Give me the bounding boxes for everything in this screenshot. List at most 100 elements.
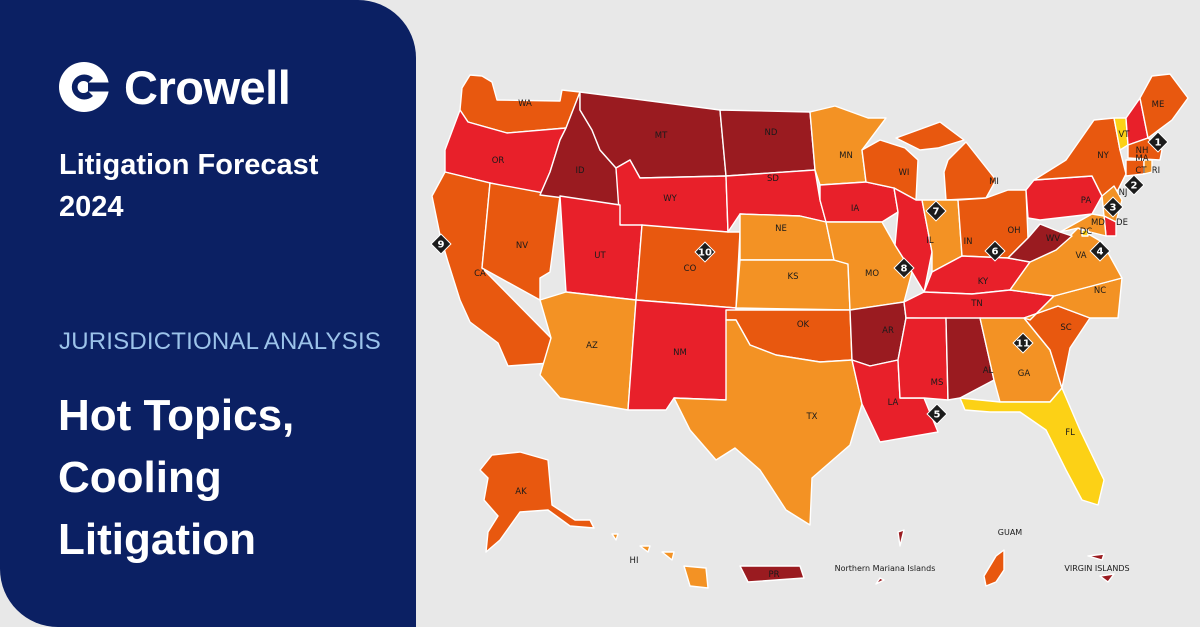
state-ne: [739, 213, 835, 261]
state-label-or: OR: [492, 156, 505, 166]
state-label-de: DE: [1116, 218, 1128, 228]
marker-11: 11: [1012, 332, 1034, 354]
state-label-sd: SD: [767, 174, 779, 184]
state-hi: [611, 533, 709, 589]
marker-diamond-icon: [893, 257, 915, 279]
state-wi: [861, 139, 919, 201]
state-label-il: IL: [926, 236, 934, 246]
state-label-nd: ND: [765, 128, 778, 138]
state-label-nj: NJ: [1119, 188, 1128, 198]
headline-line-1: Hot Topics,: [58, 391, 295, 440]
brand-name: Crowell: [124, 60, 291, 114]
marker-number: 9: [438, 240, 445, 251]
forecast-title: Litigation Forecast: [59, 149, 319, 181]
marker-6: 6: [984, 240, 1006, 262]
state-label-ct: CT: [1135, 166, 1147, 176]
state-label-nm: NM: [673, 348, 687, 358]
marker-number: 2: [1131, 181, 1138, 192]
marker-diamond-icon: [1012, 332, 1034, 354]
marker-diamond-icon: [925, 200, 947, 222]
headline-line-2: Cooling: [58, 453, 222, 502]
territory-label-mp: Northern Mariana Islands: [835, 564, 936, 573]
state-label-mo: MO: [865, 269, 879, 279]
territory-gu: [983, 549, 1005, 587]
state-label-ca: CA: [474, 269, 486, 279]
state-label-hi: HI: [630, 556, 639, 566]
marker-2: 2: [1123, 174, 1145, 196]
marker-9: 9: [430, 233, 452, 255]
territory-label-gu: GUAM: [998, 528, 1023, 537]
state-label-co: CO: [684, 264, 697, 274]
marker-number: 8: [901, 264, 908, 275]
state-label-ma: MA: [1135, 154, 1148, 164]
state-label-id: ID: [575, 166, 585, 176]
state-dc: [1081, 229, 1089, 237]
marker-number: 4: [1097, 247, 1104, 258]
territory-label-pr: PR: [768, 570, 779, 580]
state-label-va: VA: [1075, 251, 1086, 261]
marker-diamond-icon: [694, 241, 716, 263]
state-label-pa: PA: [1081, 196, 1092, 206]
us-litigation-map: WA OR CA NV ID MT WY UT AZ CO NM ND SD NE KS OK TX MN IA MO…: [430, 73, 1189, 589]
crowell-logo-mark-icon: [59, 62, 110, 112]
marker-4: 4: [1089, 240, 1111, 262]
state-label-wi: WI: [899, 168, 910, 178]
state-label-tn: TN: [970, 299, 983, 309]
state-label-in: IN: [964, 237, 973, 247]
headline-line-3: Litigation: [58, 515, 256, 564]
state-ak: [479, 451, 595, 553]
state-ar: [849, 301, 907, 367]
marker-diamond-icon: [430, 233, 452, 255]
forecast-year: 2024: [59, 191, 124, 223]
state-md: [1059, 213, 1107, 237]
state-label-nc: NC: [1094, 286, 1106, 296]
state-label-mt: MT: [655, 131, 668, 141]
state-ks: [735, 259, 851, 311]
marker-5: 5: [926, 403, 948, 425]
territory-label-vi: VIRGIN ISLANDS: [1064, 564, 1129, 573]
marker-number: 7: [933, 207, 940, 218]
crowell-logo: Crowell: [58, 60, 291, 114]
state-label-vt: VT: [1118, 130, 1130, 140]
marker-10: 10: [694, 241, 716, 263]
state-label-dc: DC: [1080, 227, 1093, 237]
marker-8: 8: [893, 257, 915, 279]
state-label-al: AL: [983, 366, 994, 376]
state-al: [945, 317, 995, 401]
marker-3: 3: [1102, 196, 1124, 218]
state-label-oh: OH: [1007, 226, 1020, 236]
section-label: JURISDICTIONAL ANALYSIS: [59, 328, 382, 355]
state-label-la: LA: [888, 398, 899, 408]
state-label-ar: AR: [882, 326, 894, 336]
state-label-ut: UT: [594, 251, 606, 261]
state-label-me: ME: [1152, 100, 1165, 110]
state-label-wa: WA: [518, 99, 532, 109]
marker-number: 5: [934, 410, 941, 421]
state-label-ms: MS: [931, 378, 944, 388]
state-az: [539, 291, 637, 411]
state-ri: [1143, 159, 1153, 175]
territory-vi: [1087, 553, 1115, 583]
marker-number: 11: [1016, 339, 1030, 350]
state-label-ak: AK: [515, 487, 527, 497]
marker-number: 1: [1155, 138, 1162, 149]
state-label-tx: TX: [805, 412, 817, 422]
marker-diamond-icon: [984, 240, 1006, 262]
state-nd: [719, 109, 816, 177]
state-wv: [1007, 223, 1073, 263]
state-label-ks: KS: [788, 272, 799, 282]
state-label-nv: NV: [516, 241, 528, 251]
marker-diamond-icon: [926, 403, 948, 425]
marker-1: 1: [1147, 131, 1169, 153]
marker-number: 6: [992, 247, 999, 258]
state-label-mn: MN: [839, 151, 853, 161]
territory-mp: [875, 529, 905, 585]
state-fl: [959, 387, 1105, 506]
state-label-ne: NE: [775, 224, 787, 234]
state-label-ny: NY: [1097, 151, 1109, 161]
state-label-ok: OK: [797, 320, 810, 330]
marker-number: 3: [1110, 203, 1117, 214]
state-label-nh: NH: [1136, 146, 1149, 156]
marker-7: 7: [925, 200, 947, 222]
state-label-fl: FL: [1065, 428, 1075, 438]
